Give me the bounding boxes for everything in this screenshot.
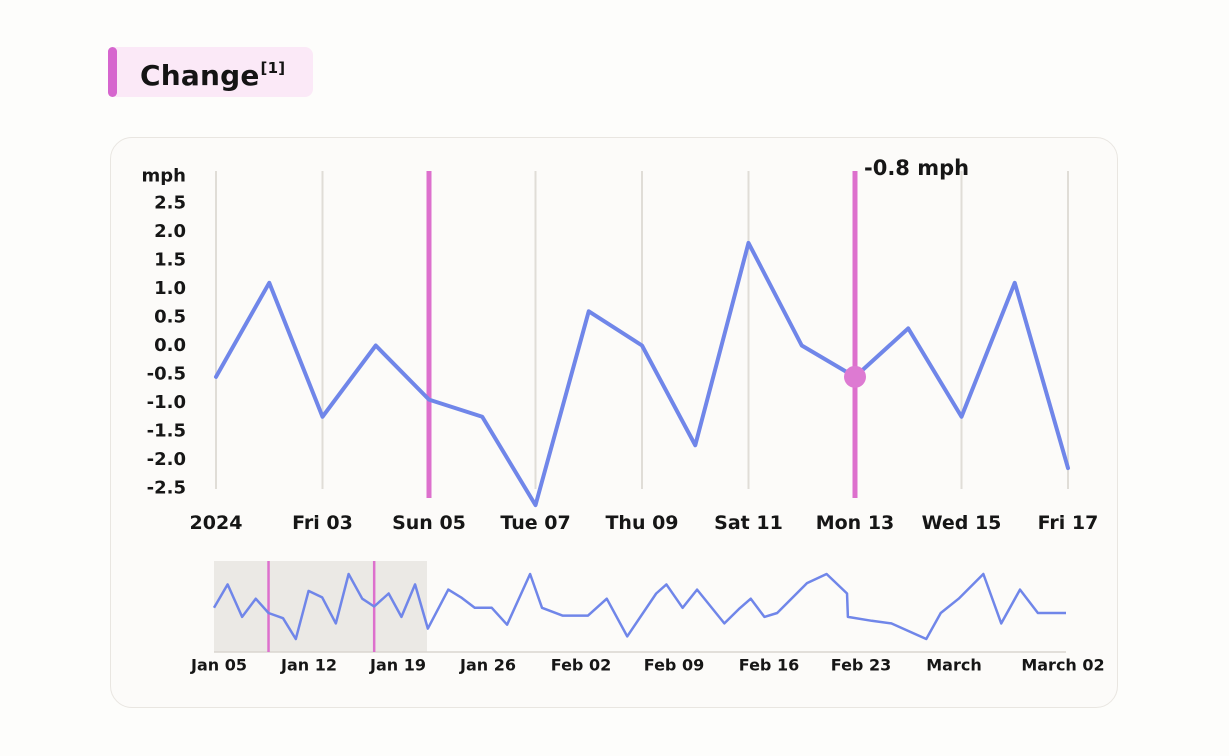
overview-tick-label: Feb 02 xyxy=(551,656,611,675)
overview-tick-label: Feb 23 xyxy=(831,656,891,675)
x-tick-label: Fri 03 xyxy=(292,512,353,534)
overview-series-line xyxy=(212,572,1066,641)
main-series-line xyxy=(214,240,1070,508)
overview-tick-label: Feb 09 xyxy=(644,656,704,675)
y-tick-label: -0.5 xyxy=(147,364,186,385)
overview-tick-label: March xyxy=(926,656,981,675)
x-tick-label: Thu 09 xyxy=(605,512,678,534)
x-tick-label: Mon 13 xyxy=(816,512,895,534)
overview-tick-label: Jan 12 xyxy=(280,656,337,675)
x-tick-label: Fri 17 xyxy=(1038,512,1099,534)
change-chart[interactable]: mph 2.5 2.0 1.5 1.0 0.5 0.0 -0.5 -1.0 -1.5 -2.0 -2.… xyxy=(111,138,1116,706)
y-axis-unit-label: mph xyxy=(142,166,186,187)
y-tick-label: -1.0 xyxy=(147,392,186,413)
selected-point-marker[interactable] xyxy=(844,365,866,388)
y-tick-label: 0.0 xyxy=(154,335,186,356)
y-tick-label: 1.5 xyxy=(154,250,186,271)
x-tick-label: Tue 07 xyxy=(500,512,570,534)
y-tick-label: -1.5 xyxy=(147,421,186,442)
overview-tick-label: Feb 16 xyxy=(739,656,799,675)
y-tick-label: 1.0 xyxy=(154,278,186,299)
x-tick-label: Sun 05 xyxy=(392,512,466,534)
x-tick-label: Wed 15 xyxy=(922,512,1002,534)
y-tick-label: 0.5 xyxy=(154,307,186,328)
y-tick-label: 2.0 xyxy=(154,221,186,242)
overview-tick-label: Jan 26 xyxy=(459,656,516,675)
page-title: Change[1] xyxy=(140,43,285,101)
x-tick-label: Sat 11 xyxy=(714,512,783,534)
y-tick-label: -2.5 xyxy=(147,478,186,499)
page-title-text: Change xyxy=(140,59,260,92)
overview-tick-label: Jan 05 xyxy=(190,656,247,675)
chart-title-chip: Change[1] xyxy=(108,47,314,97)
y-tick-label: 2.5 xyxy=(154,193,186,214)
tooltip-value: -0.8 mph xyxy=(864,156,969,180)
title-accent-bar xyxy=(108,47,117,97)
x-tick-label: 2024 xyxy=(190,512,243,534)
title-footnote-marker: [1] xyxy=(260,59,286,77)
y-tick-label: -2.0 xyxy=(147,449,186,470)
overview-tick-label: March 02 xyxy=(1021,656,1104,675)
chart-card: mph 2.5 2.0 1.5 1.0 0.5 0.0 -0.5 -1.0 -1.5 -2.0 -2.… xyxy=(110,137,1118,708)
overview-tick-label: Jan 19 xyxy=(369,656,426,675)
